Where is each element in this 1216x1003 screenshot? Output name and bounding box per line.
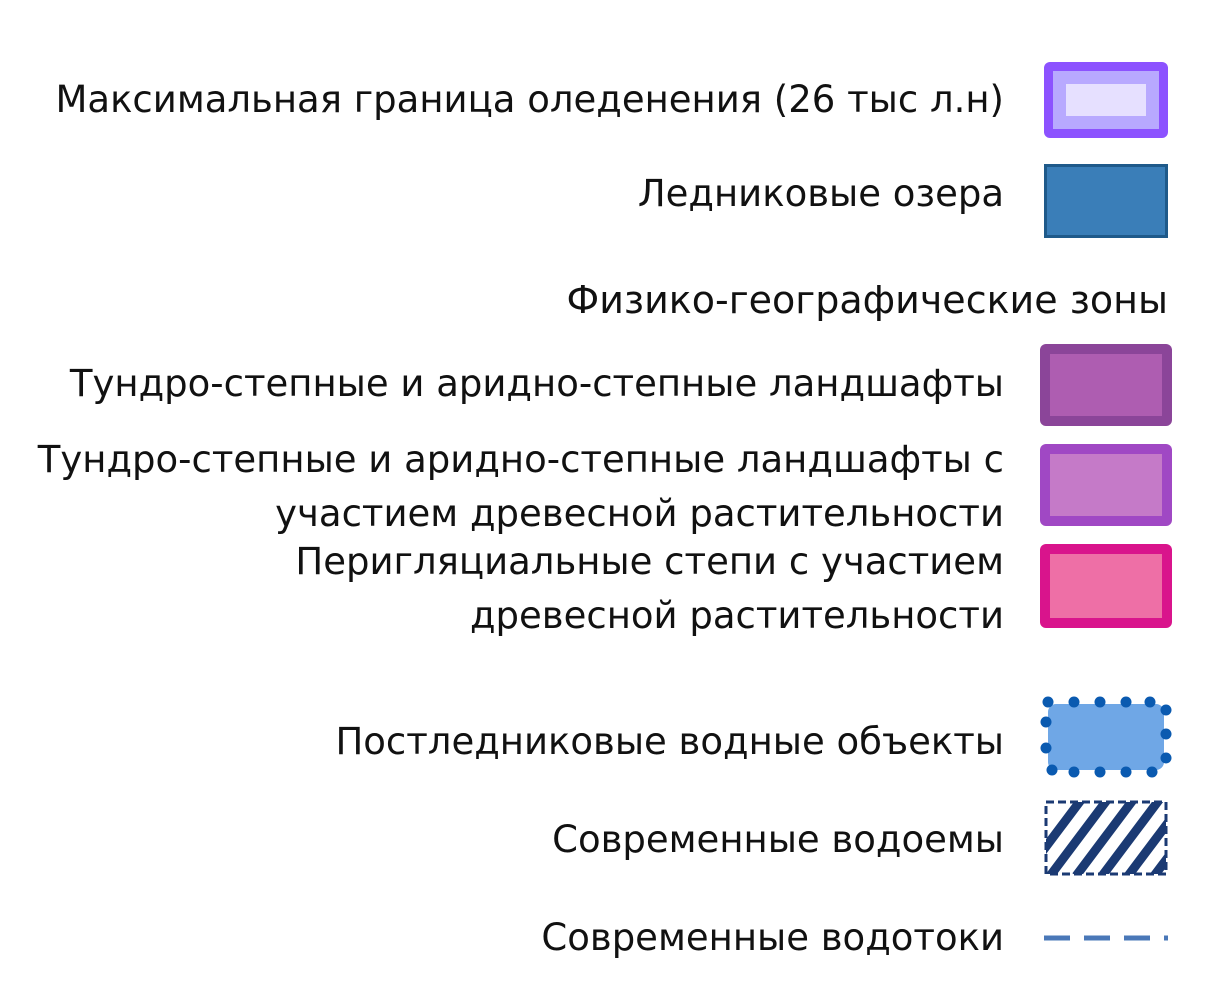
glaciation-boundary-swatch-icon bbox=[1040, 58, 1172, 142]
legend-label-modern-watercourses: Современные водотоки bbox=[541, 916, 1004, 959]
modern-watercourse-dash-swatch-icon bbox=[1044, 928, 1168, 948]
legend-label-periglacial-steppe-line1: Перигляциальные степи с участием bbox=[295, 540, 1004, 583]
tundra-steppe-swatch-icon bbox=[1040, 344, 1172, 426]
legend-label-periglacial-steppe-line2: древесной растительности bbox=[469, 594, 1004, 637]
periglacial-steppe-swatch-icon bbox=[1040, 544, 1172, 628]
legend-label-glacial-lakes: Ледниковые озера bbox=[637, 172, 1004, 215]
legend-label-postglacial-water: Постледниковые водные объекты bbox=[335, 720, 1004, 763]
glacial-lake-swatch-icon bbox=[1044, 164, 1168, 240]
legend-label-glaciation-boundary: Максимальная граница оледенения (26 тыс … bbox=[55, 78, 1004, 121]
section-title-physiographic-zones: Физико-географические зоны bbox=[566, 278, 1168, 322]
tundra-steppe-woody-swatch-icon bbox=[1040, 444, 1172, 526]
legend-label-tundra-steppe-woody-line2: участием древесной растительности bbox=[275, 492, 1004, 535]
modern-reservoir-hatch-swatch-icon bbox=[1044, 800, 1168, 876]
legend-label-tundra-steppe-woody-line1: Тундро-степные и аридно-степные ландшафт… bbox=[37, 438, 1004, 481]
postglacial-water-swatch-icon bbox=[1036, 692, 1176, 782]
legend-label-modern-reservoirs: Современные водоемы bbox=[552, 818, 1004, 861]
legend-label-tundra-steppe: Тундро-степные и аридно-степные ландшафт… bbox=[69, 362, 1004, 405]
